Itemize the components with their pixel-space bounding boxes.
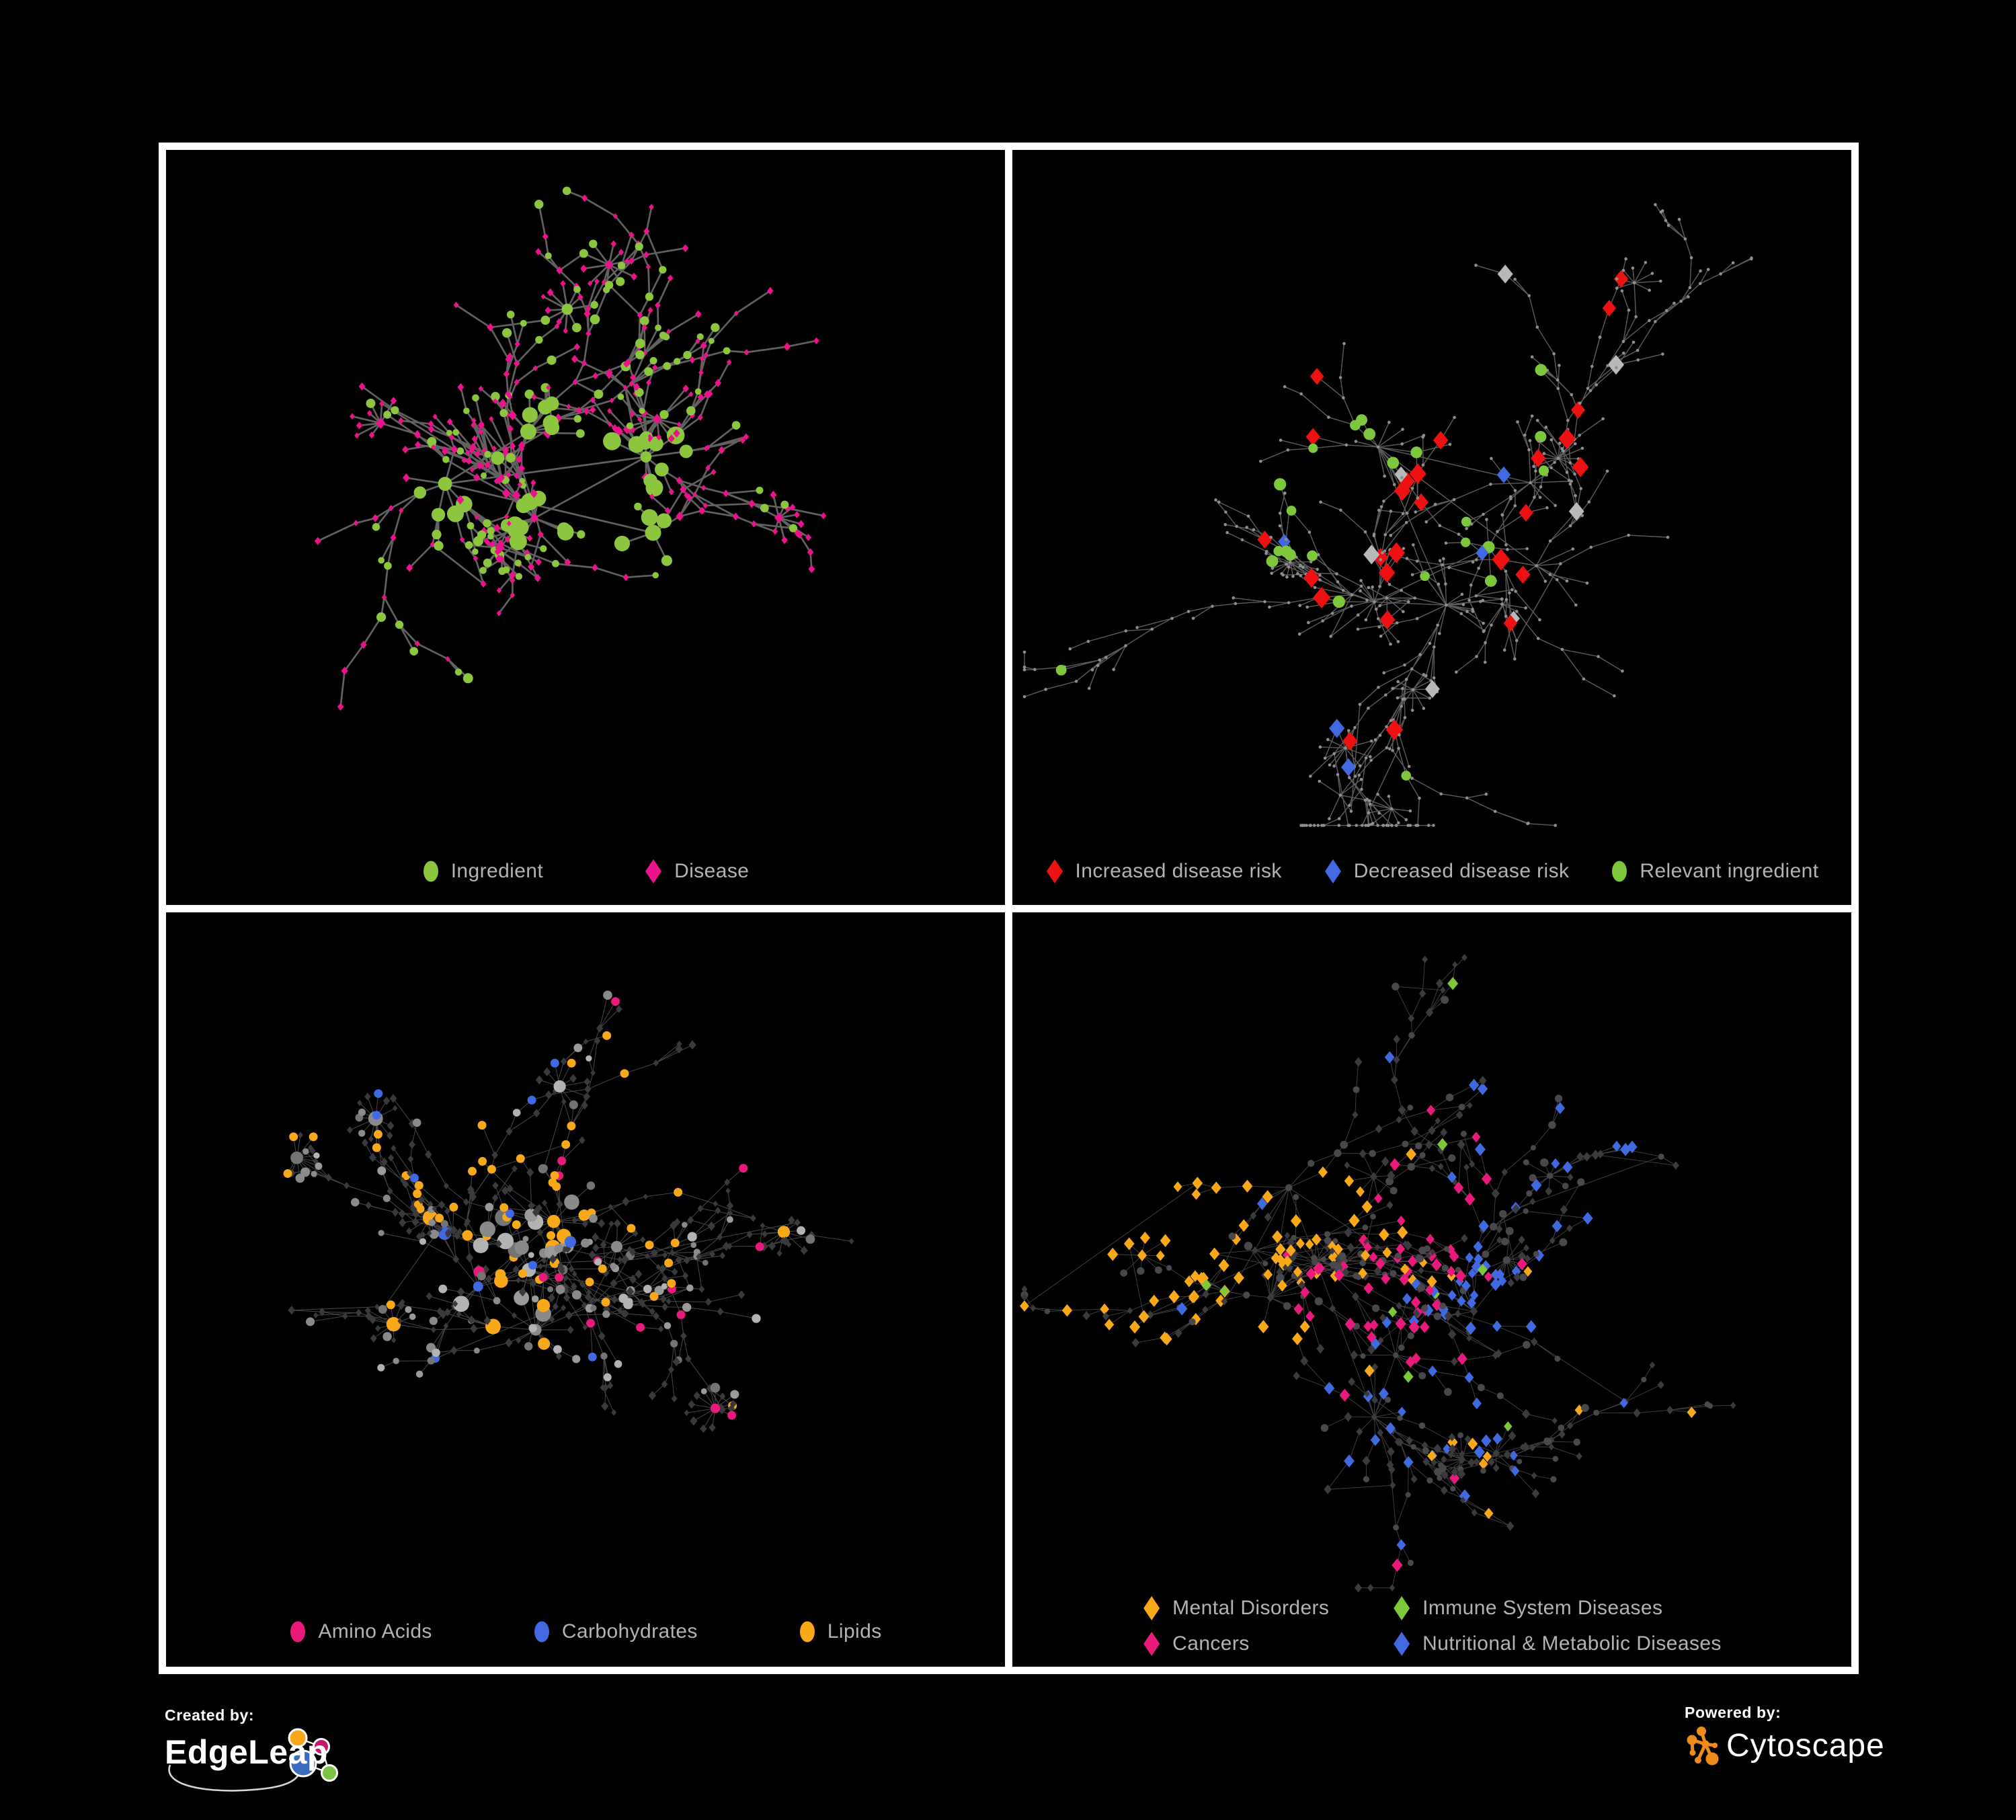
legend-item-increased-risk: Increased disease risk [1045,858,1282,885]
panel-disease-risk: Increased disease risk Decreased disease… [1012,150,1851,905]
cytoscape-logo-icon [1687,1727,1719,1766]
cytoscape-credit: Powered by: Cytoscape [1685,1704,1885,1766]
legend-item-mental-disorders: Mental Disorders [1142,1595,1392,1622]
relevant-ingredient-legend-marker-icon [1611,859,1628,883]
amino-acids-legend-marker-icon [289,1620,307,1644]
carbohydrates-legend-marker-icon [533,1620,551,1644]
legend-label-immune-system-diseases: Immune System Diseases [1422,1597,1663,1619]
network-disease-classes [1020,953,1736,1592]
disease-legend-marker-icon [644,858,663,885]
lipids-legend-marker-icon [799,1620,816,1644]
immune-system-diseases-legend-marker-icon [1392,1595,1411,1622]
legend-label-nutritional-metabolic: Nutritional & Metabolic Diseases [1422,1632,1722,1655]
legend-label-carbohydrates: Carbohydrates [561,1620,698,1643]
powered-by-label: Powered by: [1685,1704,1781,1721]
legend-label-cancers: Cancers [1172,1632,1250,1655]
network-disease-risk [1022,203,1753,827]
legend-label-disease: Disease [674,859,750,882]
edgeleap-credit: Created by: EdgeLeap [165,1706,366,1793]
legend-label-relevant-ingredient: Relevant ingredient [1640,859,1819,882]
figure-grid: Ingredient Disease Increased disease ris… [159,143,1859,1674]
legend-item-decreased-risk: Decreased disease risk [1324,858,1570,885]
footer: Created by: EdgeLeap Powered by: [0,1674,2016,1820]
legend-item-ingredient: Ingredient [422,859,543,883]
panel-ingredient-classes: Amino Acids Carbohydrates Lipids [166,912,1005,1667]
legend-item-disease: Disease [644,858,749,885]
legend-label-amino-acids: Amino Acids [318,1620,432,1643]
legend-label-lipids: Lipids [827,1620,882,1643]
legend-label-decreased-risk: Decreased disease risk [1353,859,1570,882]
ingredient-legend-marker-icon [422,859,440,883]
edgeleap-logo-icon [168,1728,338,1792]
cancers-legend-marker-icon [1142,1630,1161,1657]
legend-disease-classes: Mental Disorders Immune System Diseases … [1142,1595,1722,1657]
legend-item-nutritional-metabolic-diseases: Nutritional & Metabolic Diseases [1392,1630,1722,1657]
created-by-label: Created by: [165,1706,255,1724]
legend-item-carbohydrates: Carbohydrates [533,1620,698,1644]
cytoscape-wordmark: Cytoscape [1726,1727,1885,1764]
nutritional-metabolic-legend-marker-icon [1392,1630,1411,1657]
panel-disease-classes: Mental Disorders Immune System Diseases … [1012,912,1851,1667]
legend-item-immune-system-diseases: Immune System Diseases [1392,1595,1722,1622]
legend-disease-risk: Increased disease risk Decreased disease… [1012,858,1851,885]
legend-ingredient-classes: Amino Acids Carbohydrates Lipids [166,1620,1005,1644]
mental-disorders-legend-marker-icon [1142,1595,1161,1622]
legend-item-cancers: Cancers [1142,1630,1392,1657]
legend-label-ingredient: Ingredient [450,859,544,882]
edgeleap-wordmark: EdgeLeap [165,1733,328,1771]
panel-ingredient-disease: Ingredient Disease [166,150,1005,905]
decreased-risk-legend-marker-icon [1324,858,1342,885]
legend-label-increased-risk: Increased disease risk [1075,859,1282,882]
network-ingredient-disease [314,186,827,711]
network-ingredient-classes [283,990,854,1433]
legend-ingredient-disease: Ingredient Disease [166,858,1005,885]
legend-item-lipids: Lipids [799,1620,882,1644]
increased-risk-legend-marker-icon [1045,858,1064,885]
legend-item-amino-acids: Amino Acids [289,1620,432,1644]
edgeleap-logo: EdgeLeap [165,1726,366,1793]
legend-label-mental-disorders: Mental Disorders [1172,1597,1330,1619]
legend-item-relevant-ingredient: Relevant ingredient [1611,859,1818,883]
